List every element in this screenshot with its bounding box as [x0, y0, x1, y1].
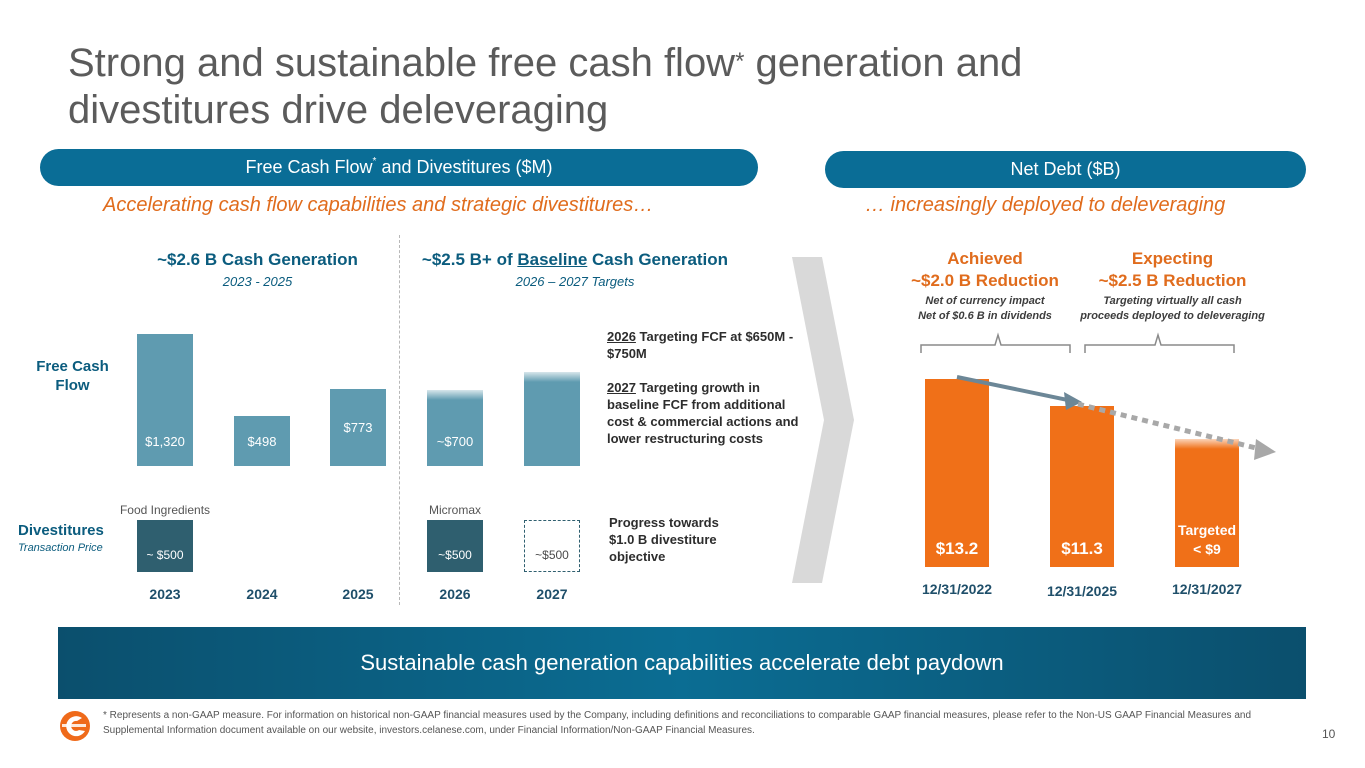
divestiture-bar-label-2023: ~ $500 [146, 548, 184, 562]
summary-banner: Sustainable cash generation capabilities… [58, 627, 1306, 699]
header-cash-generation-years: 2023 - 2025 [222, 274, 293, 289]
summary-banner-text: Sustainable cash generation capabilities… [360, 650, 1004, 675]
fcf-bar-2027 [524, 372, 580, 466]
note-2026-year: 2026 [607, 329, 636, 344]
achieved-arrowhead [1064, 392, 1082, 411]
net-debt-axis-label-2: 12/31/2027 [1171, 581, 1243, 597]
note-2026-text: Targeting FCF at $650M - $750M [607, 329, 794, 361]
fcf-pill-suffix: and Divestitures ($M) [376, 157, 553, 177]
expecting-value: ~$2.5 B Reduction [1098, 271, 1247, 290]
divestiture-bar-chart: Food Ingredients ~ $500 Micromax ~$500 ~$500 [0, 0, 580, 572]
fcf-bar-2024 [234, 416, 290, 466]
net-debt-axis-label-1: 12/31/2025 [1046, 583, 1118, 599]
divestiture-annotation-2023: Food Ingredients [119, 503, 211, 517]
expecting-brace [1084, 332, 1235, 353]
year-tick-2026: 2026 [439, 586, 471, 602]
fcf-bar-label-2025: $773 [343, 420, 373, 435]
net-debt-pill: Net Debt ($B) [825, 151, 1306, 188]
year-axis: 2023 2024 2025 2026 2027 [0, 0, 567, 602]
net-debt-bar-1 [1050, 406, 1114, 567]
achieved-title: Achieved [947, 249, 1023, 268]
achieved-brace [920, 332, 1071, 353]
title-line2: divestitures drive deleveraging [68, 88, 609, 132]
year-tick-2025: 2025 [342, 586, 374, 602]
net-debt-bar-label-0: $13.2 [935, 539, 979, 558]
celanese-logo-icon [60, 711, 90, 741]
note-divestiture-progress: Progress towards $1.0 B divestiture obje… [609, 515, 719, 564]
fcf-section-pill: Free Cash Flow * and Divestitures ($M) [40, 149, 758, 186]
fcf-pill-asterisk: * [372, 156, 377, 167]
footnote: * Represents a non-GAAP measure. For inf… [103, 710, 1252, 736]
header-cash-generation: ~$2.6 B Cash Generation [157, 250, 358, 269]
divestiture-bar-2026 [427, 520, 483, 572]
left-subtitle: Accelerating cash flow capabilities and … [103, 194, 654, 216]
title-part1: Strong and sustainable free cash flow [68, 41, 736, 85]
row-label-transaction-price: Transaction Price [18, 542, 103, 554]
fcf-pill-label: Free Cash Flow [245, 157, 373, 177]
year-tick-2023: 2023 [149, 586, 181, 602]
expecting-note-1: Targeting virtually all cash [1103, 295, 1242, 307]
net-debt-bar-2 [1175, 438, 1239, 567]
expecting-title: Expecting [1131, 249, 1214, 268]
net-debt-bar-chart: $13.2 12/31/2022 $11.3 12/31/2025 Targeted <… [0, 0, 1276, 599]
fcf-bar-2023 [137, 334, 193, 466]
header-baseline-cash-generation: ~$2.5 B+ of Baseline Cash Generation [395, 250, 755, 270]
divestiture-bar-2023 [137, 520, 193, 572]
year-tick-2024: 2024 [246, 586, 278, 602]
expected-trend-arrow [1077, 401, 1261, 452]
page-number: 10 [1322, 727, 1336, 741]
header-baseline-prefix: ~$2.5 B+ of [421, 250, 518, 269]
net-debt-trend-arrows [956, 375, 1276, 460]
divestiture-annotation-2026: Micromax [428, 503, 481, 517]
reduction-braces [920, 332, 1235, 353]
chevron-right-icon [792, 257, 854, 583]
fcf-bar-label-2024: $498 [247, 434, 277, 449]
row-label-divestitures: Divestitures [18, 522, 104, 539]
achieved-trend-arrow [956, 375, 1069, 403]
year-tick-2027: 2027 [536, 586, 568, 602]
expected-arrowhead [1254, 439, 1276, 460]
fcf-bar-label-2026: ~$700 [436, 434, 474, 449]
fcf-bar-2026 [427, 390, 483, 466]
note-2026-target: 2026 Targeting FCF at $650M - $750M [607, 328, 807, 362]
net-debt-pill-label: Net Debt ($B) [1010, 159, 1121, 179]
expecting-note-2: proceeds deployed to deleveraging [1080, 310, 1265, 322]
title-asterisk: * [735, 48, 745, 75]
period-divider [399, 235, 400, 605]
divestiture-bar-label-2026: ~$500 [438, 548, 472, 562]
expecting-notes: Targeting virtually all cash proceeds de… [1065, 294, 1280, 324]
right-subtitle: … increasingly deployed to deleveraging [865, 194, 1226, 216]
slide-title: Strong and sustainable free cash flow* g… [68, 40, 1268, 134]
title-part2: generation and [744, 41, 1023, 85]
achieved-note-1: Net of currency impact [925, 295, 1045, 307]
expecting-block: Expecting ~$2.5 B Reduction [1070, 248, 1275, 292]
header-baseline-years: 2026 – 2027 Targets [515, 274, 635, 289]
achieved-note-2: Net of $0.6 B in dividends [918, 310, 1052, 322]
net-debt-axis-label-0: 12/31/2022 [921, 581, 993, 597]
divestiture-bar-2027 [524, 520, 580, 572]
net-debt-bar-0 [925, 379, 989, 567]
fcf-bar-label-2023: $1,320 [145, 434, 185, 449]
divestiture-bar-label-2027: ~$500 [535, 548, 569, 562]
row-label-free-cash-flow: Free Cash Flow [36, 358, 109, 394]
net-debt-bar-label-2: Targeted < $9 [1177, 522, 1237, 557]
achieved-value: ~$2.0 B Reduction [911, 271, 1059, 290]
note-2027-text: Targeting growth in baseline FCF from ad… [607, 380, 799, 446]
header-baseline-underlined: Baseline [517, 250, 588, 269]
achieved-notes: Net of currency impact Net of $0.6 B in … [885, 294, 1085, 324]
achieved-block: Achieved ~$2.0 B Reduction [885, 248, 1085, 292]
header-baseline-suffix: Cash Generation [587, 250, 729, 269]
fcf-bar-2025 [330, 388, 386, 466]
note-2027-year: 2027 [607, 380, 636, 395]
fcf-bar-chart: $1,320 $498 $773 ~$700 [0, 0, 580, 466]
net-debt-bar-label-1: $11.3 [1061, 539, 1103, 558]
note-2027-target: 2027 Targeting growth in baseline FCF fr… [607, 379, 807, 447]
